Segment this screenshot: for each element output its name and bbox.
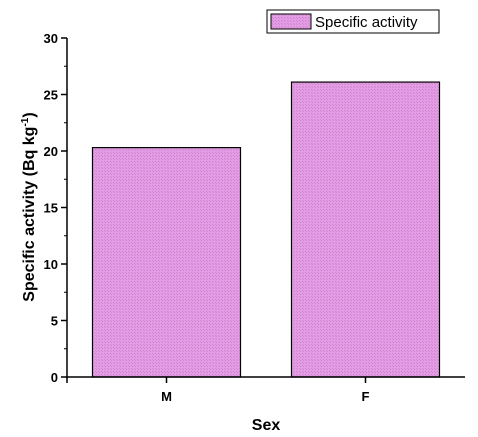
x-tick-label: M (161, 389, 172, 404)
y-tick-label: 15 (44, 201, 58, 216)
y-tick-label: 10 (44, 257, 58, 272)
legend: Specific activity (266, 9, 440, 34)
bar-f (290, 81, 441, 378)
x-tick-label: F (362, 389, 370, 404)
y-axis-title-main: Specific activity (Bq kg (21, 127, 38, 302)
y-tick-label: 30 (44, 31, 58, 46)
bar-m (91, 147, 242, 378)
y-tick-label: 20 (44, 144, 58, 159)
y-axis-title-sup: -1 (20, 117, 31, 126)
y-tick-label: 25 (44, 88, 58, 103)
legend-label: Specific activity (315, 14, 418, 31)
legend-swatch (270, 13, 312, 30)
y-tick-label: 5 (51, 314, 58, 329)
x-axis-title: Sex (252, 417, 281, 434)
y-tick-label: 0 (51, 370, 58, 385)
y-ticks: 0 5 10 15 20 25 30 (44, 31, 67, 385)
y-axis-title: Specific activity (Bq kg-1) (20, 112, 38, 301)
bars (91, 81, 441, 378)
y-axis-title-close: ) (21, 112, 38, 117)
